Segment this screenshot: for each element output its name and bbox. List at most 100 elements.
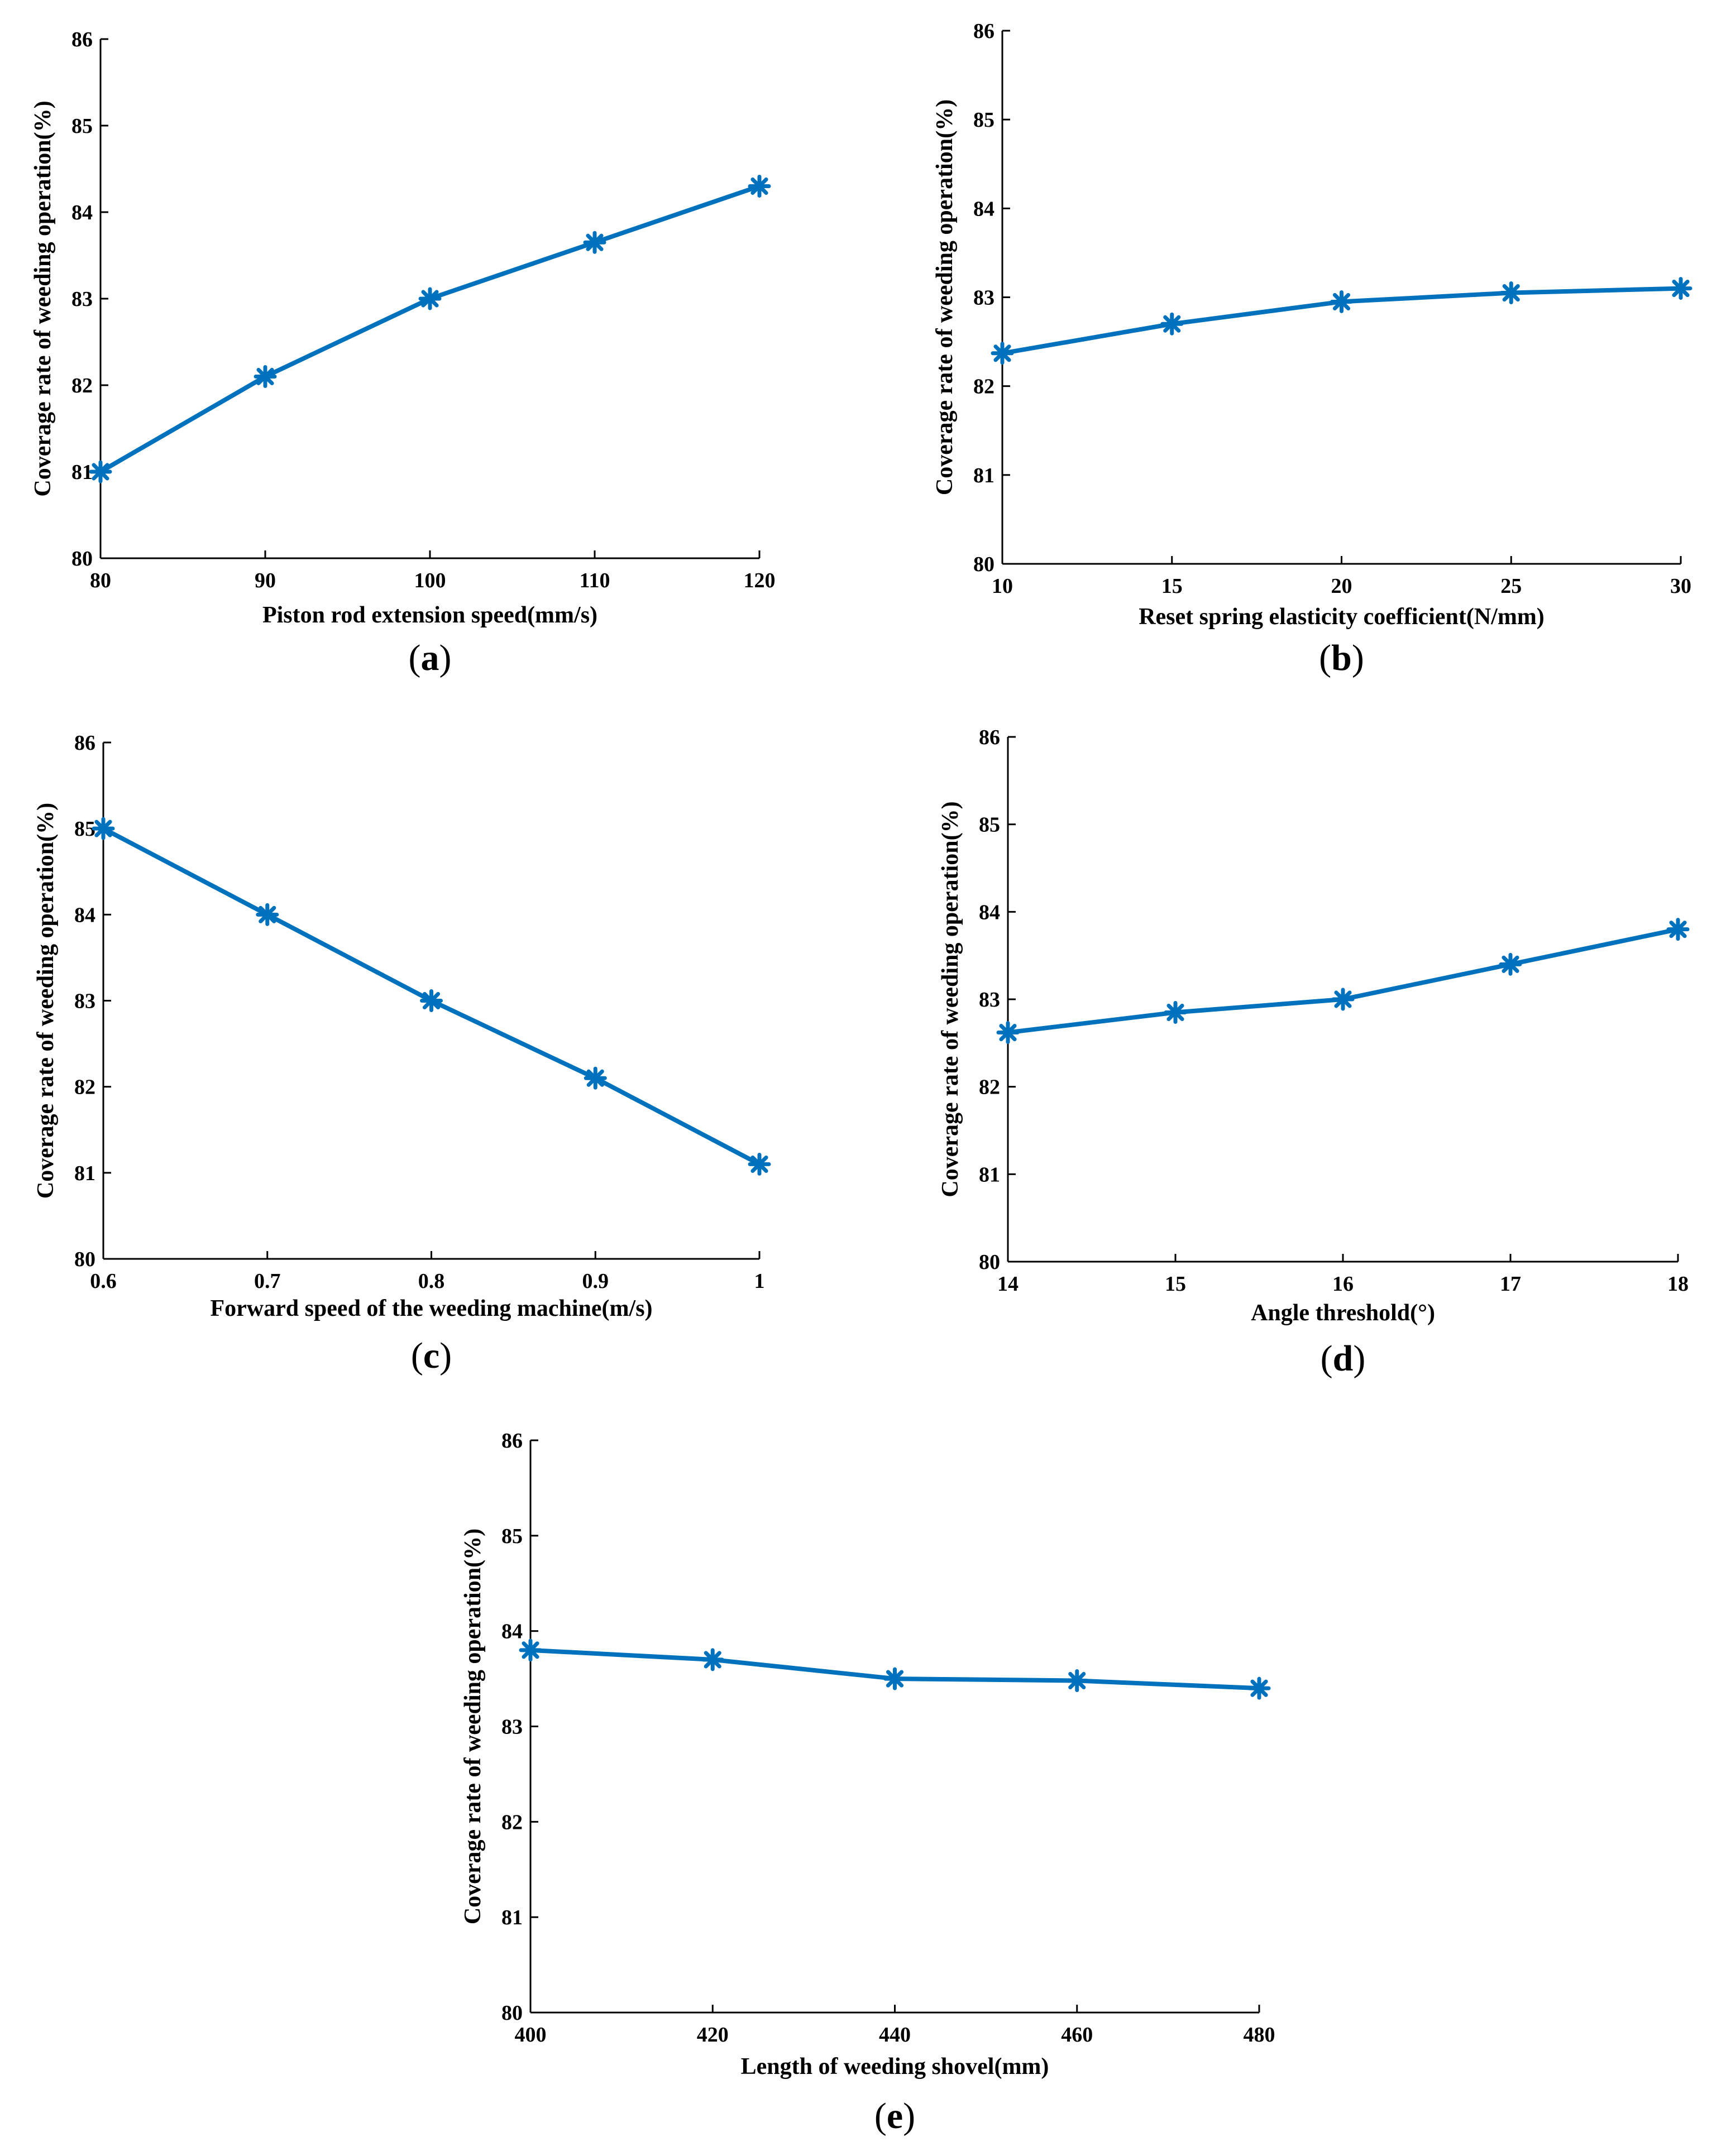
y-axis-title: Coverage rate of weeding operation(%) xyxy=(30,100,56,496)
x-axis-title: Angle threshold(°) xyxy=(1251,1300,1435,1326)
series-line xyxy=(1007,927,1679,1035)
y-tick-label: 81 xyxy=(973,464,995,487)
data-point-marker xyxy=(1499,281,1523,305)
y-tick-label: 84 xyxy=(71,201,93,224)
x-tick-label: 0.6 xyxy=(90,1269,117,1293)
data-point-marker xyxy=(89,460,112,483)
y-tick-label: 82 xyxy=(979,1076,1000,1099)
x-tick-label: 17 xyxy=(1500,1272,1521,1296)
x-tick-label: 30 xyxy=(1670,574,1691,598)
panel-caption: (a) xyxy=(409,638,452,678)
y-tick-label: 82 xyxy=(71,374,93,397)
y-tick-label: 84 xyxy=(74,903,95,927)
x-tick-label: 100 xyxy=(414,569,446,592)
panel-caption: (c) xyxy=(411,1335,452,1376)
data-point-marker xyxy=(256,903,279,926)
y-tick-label: 80 xyxy=(501,2001,523,2025)
x-tick-label: 16 xyxy=(1332,1272,1354,1296)
panel-caption: (b) xyxy=(1319,638,1364,678)
y-tick-label: 82 xyxy=(74,1076,95,1099)
data-point-marker xyxy=(991,342,1014,365)
x-tick-label: 480 xyxy=(1244,2023,1275,2047)
x-tick-label: 1 xyxy=(754,1269,765,1293)
x-tick-label: 0.9 xyxy=(582,1269,609,1293)
chart-panel-b: 80 81 82 83 84 85 86 10 15 20 25 30 Reset spring ela… xyxy=(932,20,1692,678)
x-tick-label: 420 xyxy=(697,2023,729,2047)
y-tick-label: 83 xyxy=(74,990,95,1013)
data-point-marker xyxy=(1160,312,1184,336)
chart-panel-e: 80 81 82 83 84 85 86 400 420 440 460 480 Length of w… xyxy=(460,1429,1275,2136)
y-tick-label: 80 xyxy=(973,553,995,576)
chart-panel-d: 80 81 82 83 84 85 86 14 15 16 17 18 Angle threshold(… xyxy=(938,726,1690,1379)
y-axis-title: Coverage rate of weeding operation(%) xyxy=(938,801,963,1197)
y-tick-label: 81 xyxy=(501,1906,523,1929)
y-tick-label: 81 xyxy=(74,1162,95,1185)
y-tick-label: 86 xyxy=(979,726,1000,749)
data-point-marker xyxy=(701,1648,724,1671)
y-tick-label: 82 xyxy=(501,1810,523,1834)
data-point-marker xyxy=(418,287,442,310)
x-tick-label: 15 xyxy=(1161,574,1183,598)
data-point-marker xyxy=(748,1152,771,1176)
data-point-marker xyxy=(1247,1676,1271,1700)
y-tick-label: 84 xyxy=(501,1620,523,1644)
x-tick-label: 440 xyxy=(879,2023,911,2047)
data-point-marker xyxy=(584,1066,607,1090)
data-point-marker xyxy=(92,817,115,840)
data-point-marker xyxy=(1164,1001,1187,1024)
data-point-marker xyxy=(996,1021,1020,1045)
x-axis-title: Length of weeding shovel(mm) xyxy=(741,2054,1049,2080)
data-point-marker xyxy=(1499,952,1522,976)
data-point-marker xyxy=(583,231,606,254)
y-tick-label: 82 xyxy=(973,375,995,399)
x-tick-label: 120 xyxy=(744,569,776,592)
y-tick-label: 86 xyxy=(74,731,95,755)
y-tick-label: 84 xyxy=(973,197,995,221)
y-tick-label: 80 xyxy=(979,1251,1000,1274)
x-tick-label: 25 xyxy=(1500,574,1522,598)
data-point-marker xyxy=(748,175,771,198)
panel-caption-letter: d xyxy=(1333,1338,1354,1379)
data-point-marker xyxy=(1331,988,1355,1011)
x-axis-title: Forward speed of the weeding machine(m/s… xyxy=(210,1296,652,1321)
y-tick-label: 80 xyxy=(74,1248,95,1271)
x-tick-label: 18 xyxy=(1667,1272,1689,1296)
data-point-marker xyxy=(883,1667,906,1690)
x-axis-title: Reset spring elasticity coefficient(N/mm… xyxy=(1139,604,1545,630)
x-tick-label: 80 xyxy=(90,569,111,592)
panel-caption-letter: a xyxy=(421,638,439,678)
y-tick-label: 85 xyxy=(973,108,995,132)
data-point-marker xyxy=(1065,1669,1089,1692)
x-tick-label: 460 xyxy=(1061,2023,1093,2047)
y-tick-label: 83 xyxy=(973,286,995,310)
y-tick-label: 85 xyxy=(979,813,1000,837)
y-axis-title: Coverage rate of weeding operation(%) xyxy=(932,99,958,495)
y-tick-label: 83 xyxy=(979,988,1000,1012)
panel-caption: (e) xyxy=(874,2096,915,2136)
y-tick-label: 86 xyxy=(973,20,995,43)
x-tick-label: 14 xyxy=(997,1272,1019,1296)
x-tick-label: 20 xyxy=(1331,574,1352,598)
y-tick-label: 86 xyxy=(71,28,93,51)
y-tick-label: 85 xyxy=(501,1525,523,1548)
data-point-marker xyxy=(254,365,277,388)
y-tick-label: 86 xyxy=(501,1429,523,1453)
data-point-marker xyxy=(1666,918,1690,941)
x-tick-label: 90 xyxy=(255,569,276,592)
y-tick-label: 81 xyxy=(979,1163,1000,1186)
series-line xyxy=(99,184,761,474)
y-tick-label: 85 xyxy=(71,114,93,138)
x-tick-label: 110 xyxy=(580,569,610,592)
x-tick-label: 400 xyxy=(515,2023,547,2047)
y-tick-label: 83 xyxy=(71,288,93,311)
data-point-marker xyxy=(1330,290,1353,313)
x-tick-label: 0.7 xyxy=(254,1269,281,1293)
y-axis-title: Coverage rate of weeding operation(%) xyxy=(460,1529,486,1924)
panel-caption-letter: c xyxy=(423,1335,439,1376)
data-point-marker xyxy=(1669,277,1692,300)
x-tick-label: 15 xyxy=(1165,1272,1186,1296)
x-axis-title: Piston rod extension speed(mm/s) xyxy=(262,602,597,628)
